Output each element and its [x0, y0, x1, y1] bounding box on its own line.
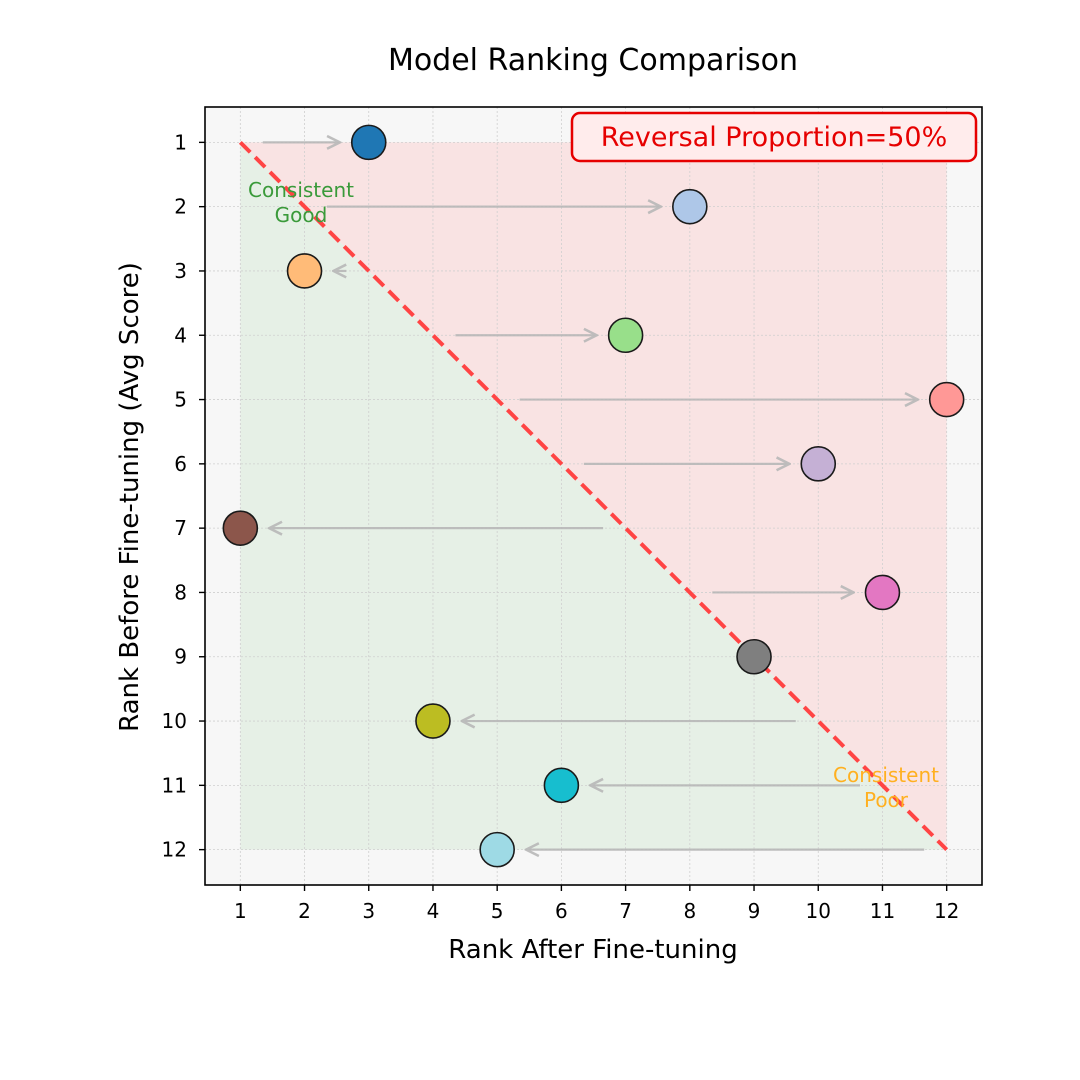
x-tick-label: 3 — [362, 899, 375, 923]
data-point — [543, 767, 580, 804]
data-point — [222, 510, 259, 546]
consistent-good-line1: Consistent — [248, 178, 354, 202]
data-point — [607, 317, 644, 354]
y-tick-label: 5 — [174, 388, 187, 412]
data-point — [672, 188, 708, 225]
x-tick-label: 12 — [934, 899, 959, 923]
y-tick-label: 6 — [174, 452, 187, 476]
y-tick-label: 3 — [174, 259, 187, 283]
x-tick-label: 9 — [748, 899, 761, 923]
consistent-good-line2: Good — [275, 203, 328, 227]
data-point — [736, 638, 772, 675]
x-tick-label: 10 — [806, 899, 831, 923]
x-tick-label: 11 — [870, 899, 895, 923]
consistent-region — [240, 142, 947, 850]
reversal-text: Reversal Proportion=50% — [601, 122, 948, 153]
consistent-poor-line2: Poor — [864, 788, 909, 812]
diagonal-line — [238, 140, 949, 852]
y-tick-label: 8 — [174, 580, 187, 604]
y-tick-label: 7 — [174, 516, 187, 540]
x-tick-label: 7 — [619, 899, 632, 923]
x-tick-label: 5 — [491, 899, 504, 923]
chart-title: Model Ranking Comparison — [388, 43, 798, 78]
reversal-annotation: Reversal Proportion=50% — [570, 111, 978, 163]
y-tick-label: 12 — [162, 838, 187, 862]
reversal-box — [570, 111, 978, 163]
plot-frame — [204, 106, 983, 886]
y-axis-label: Rank Before Fine-tuning (Avg Score) — [115, 262, 145, 732]
x-tick-label: 1 — [234, 899, 247, 923]
x-axis-ticks: 1 2 3 4 5 6 7 8 9 10 11 12 — [234, 885, 959, 923]
data-point — [286, 253, 323, 289]
data-point — [864, 574, 901, 611]
y-tick-label: 11 — [162, 773, 187, 797]
x-tick-label: 2 — [298, 899, 311, 923]
x-tick-label: 8 — [683, 899, 696, 923]
y-tick-label: 9 — [174, 645, 187, 669]
rank-change-arrows — [262, 142, 925, 849]
y-tick-label: 2 — [174, 195, 187, 219]
consistent-poor-line1: Consistent — [833, 763, 939, 787]
data-point — [415, 703, 451, 739]
x-tick-label: 6 — [555, 899, 568, 923]
data-point — [350, 124, 387, 161]
y-tick-label: 4 — [174, 323, 187, 347]
consistent-poor-annotation: Consistent Poor — [833, 763, 939, 812]
consistent-good-annotation: Consistent Good — [248, 178, 354, 227]
data-point — [928, 381, 965, 418]
data-points — [222, 124, 965, 868]
x-tick-label: 4 — [427, 899, 440, 923]
y-tick-label: 1 — [174, 130, 187, 154]
data-point — [479, 831, 515, 868]
data-point — [800, 446, 837, 482]
y-tick-label: 10 — [162, 709, 187, 733]
x-axis-label: Rank After Fine-tuning — [448, 935, 737, 965]
